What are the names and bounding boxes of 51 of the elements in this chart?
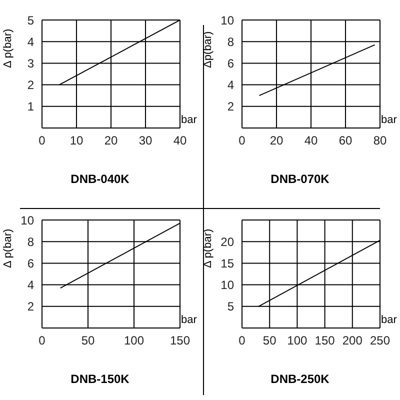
y-tick-label: 1	[27, 100, 34, 114]
x-tick-label: 60	[338, 134, 352, 148]
y-tick-label: 3	[27, 56, 34, 70]
y-tick-label: 20	[220, 234, 234, 249]
y-tick-label: 10	[220, 278, 234, 292]
x-tick-label: 150	[314, 334, 336, 348]
x-tick-label: 40	[173, 134, 187, 148]
y-tick-label: 4	[227, 78, 234, 92]
x-tick-label: 10	[70, 134, 84, 148]
x-tick-label: 0	[38, 134, 46, 148]
x-tick-label: 200	[342, 334, 363, 348]
y-axis-title: Δp(bar)	[202, 31, 214, 68]
y-axis-title: Δ p(bar)	[202, 228, 214, 268]
y-tick-label: 6	[27, 256, 34, 270]
x-tick-label: 20	[104, 134, 118, 148]
y-tick-label: 10	[220, 13, 234, 28]
text: DNB-070K	[270, 172, 330, 186]
y-tick-label: 2	[27, 300, 34, 314]
x-tick-label: 40	[304, 134, 318, 148]
y-tick-label: 8	[227, 34, 234, 49]
text: DNB-250K	[270, 372, 330, 386]
x-tick-label: 30	[138, 134, 152, 148]
x-tick-label: 80	[373, 134, 387, 148]
x-tick-label: 0	[238, 134, 246, 148]
y-tick-label: 8	[27, 234, 34, 249]
text: DNB-040K	[70, 172, 130, 186]
y-tick-label: 15	[220, 256, 234, 270]
y-tick-label: 4	[27, 34, 34, 49]
x-tick-label: 250	[370, 334, 390, 348]
x-tick-label: 50	[262, 334, 277, 348]
y-tick-label: 5	[227, 300, 234, 314]
text: DNB-150K	[70, 372, 130, 386]
x-tick-label: 50	[81, 334, 95, 348]
y-axis-title: Δ p(bar)	[2, 28, 14, 68]
x-axis-title: bar	[381, 114, 397, 126]
y-tick-label: 2	[27, 78, 34, 92]
y-tick-label: 10	[20, 213, 34, 228]
y-tick-label: 4	[27, 278, 34, 292]
x-axis-title: bar	[181, 114, 197, 126]
x-axis-title: bar	[181, 314, 197, 326]
x-tick-label: 150	[170, 334, 190, 348]
y-tick-label: 6	[227, 56, 234, 70]
x-axis-title: bar	[381, 314, 397, 326]
x-tick-label: 100	[124, 334, 144, 348]
x-tick-label: 0	[238, 334, 246, 348]
x-tick-label: 20	[270, 134, 284, 148]
y-tick-label: 5	[27, 13, 34, 28]
x-tick-label: 100	[287, 334, 308, 348]
y-tick-label: 2	[227, 100, 234, 114]
y-axis-title: Δ p(bar)	[2, 228, 14, 268]
x-tick-label: 0	[38, 334, 46, 348]
